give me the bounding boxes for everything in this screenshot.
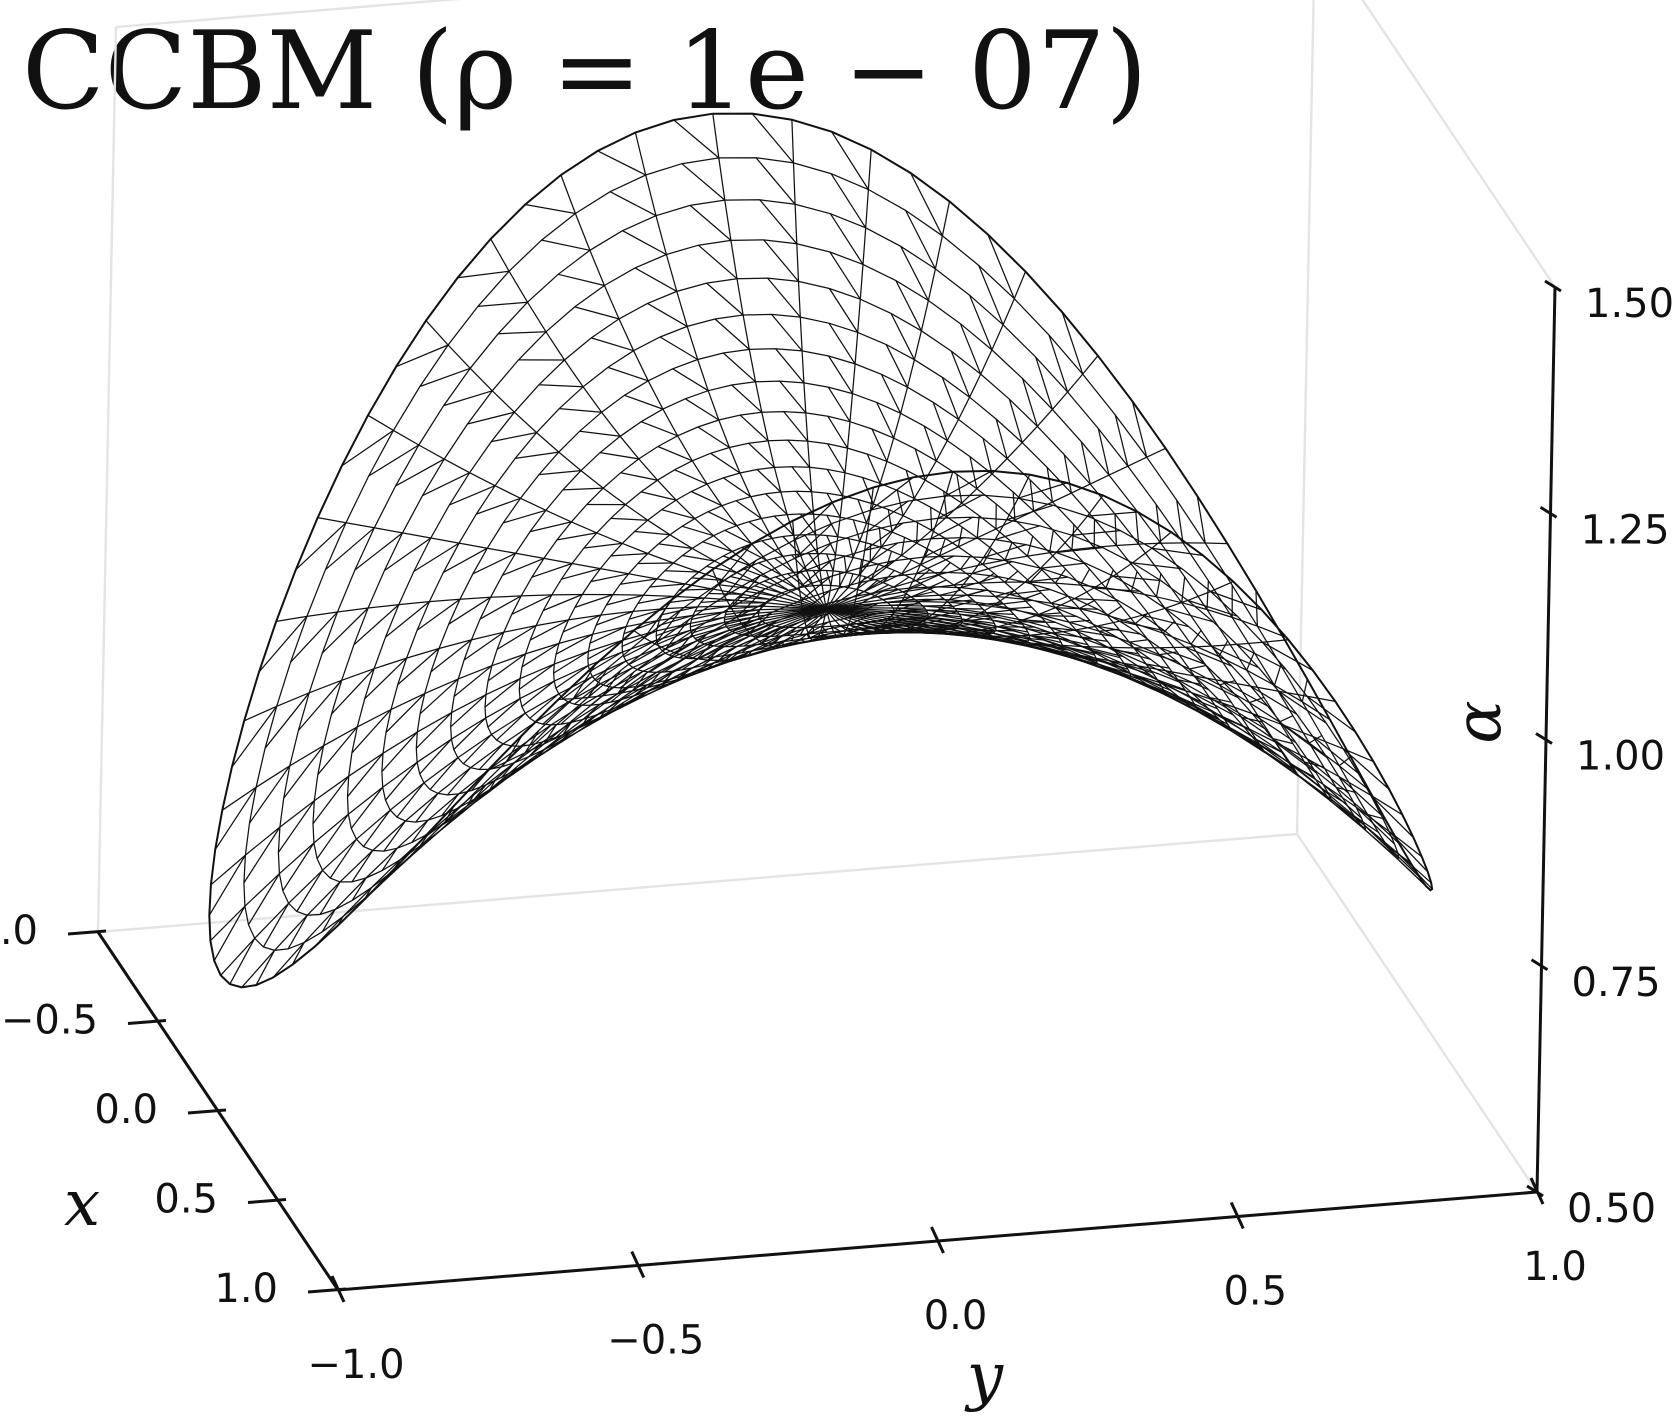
x-tick-label: 1.0 <box>214 1266 278 1312</box>
surface-ring <box>312 239 1334 883</box>
z-axis-label: α <box>1442 700 1516 743</box>
box-edge <box>1296 833 1538 1193</box>
x-tick-mark <box>127 1019 167 1025</box>
surface-diagonals <box>243 157 1400 950</box>
y-axis: −1.0 −0.5 0.0 0.5 1.0 y <box>307 1177 1587 1414</box>
surface-spoke <box>313 608 827 948</box>
surface-diagonals <box>277 199 1366 915</box>
box-edge <box>115 0 462 29</box>
z-tick-mark <box>1535 732 1553 745</box>
surface-wireframe <box>208 112 1434 989</box>
z-tick-mark <box>1526 1184 1544 1198</box>
x-axis-label: x <box>64 1167 100 1241</box>
y-tick-mark <box>330 1275 346 1303</box>
surface-spoke <box>490 238 827 611</box>
surface-diagonals <box>381 313 1266 823</box>
surface-ring <box>587 490 1065 689</box>
z-axis: 0.50 0.75 1.00 1.25 1.50 α <box>1442 279 1674 1232</box>
z-tick-label: 0.50 <box>1567 1186 1656 1232</box>
surface-boundary <box>208 112 1434 989</box>
chart-title: CCBM (ρ = 1e − 07) <box>22 9 1148 134</box>
y-tick-label: −0.5 <box>607 1318 704 1364</box>
surface-spoke <box>425 320 827 611</box>
y-axis-label: y <box>964 1340 1004 1414</box>
box-edge <box>97 832 1298 934</box>
box-edge <box>96 26 118 933</box>
z-tick-mark <box>1544 279 1562 293</box>
y-tick-label: 1.0 <box>1523 1244 1587 1290</box>
z-tick-label: 1.50 <box>1585 281 1674 327</box>
y-tick-mark <box>630 1250 646 1279</box>
surface-ring <box>346 277 1300 852</box>
z-tick-mark <box>1539 505 1558 519</box>
box-edge <box>1295 0 1315 835</box>
x-tick-mark <box>187 1108 227 1115</box>
surface-spoke <box>826 355 1099 611</box>
surface-diagonals <box>208 113 1433 986</box>
x-axis: −1.0 −0.5 0.0 0.5 1.0 x <box>0 908 347 1312</box>
z-tick-label: 1.25 <box>1581 507 1670 553</box>
surface-spoke <box>220 608 827 976</box>
x-tick-label: −1.0 <box>0 908 38 954</box>
y-tick-label: −1.0 <box>307 1342 404 1388</box>
bounding-box <box>96 0 1556 1193</box>
surface-spoke <box>825 201 951 610</box>
y-tick-mark <box>930 1226 945 1254</box>
surface-diagonals <box>312 239 1333 883</box>
y-tick-label: 0.0 <box>924 1293 988 1339</box>
surface-spoke <box>791 119 828 610</box>
z-tick-label: 0.75 <box>1572 960 1661 1006</box>
x-tick-label: −0.5 <box>1 998 98 1044</box>
surface-spoke <box>826 604 1400 844</box>
x-tick-mark <box>67 929 107 936</box>
x-tick-label: 0.0 <box>94 1087 158 1133</box>
x-tick-label: 0.5 <box>154 1177 218 1223</box>
y-tick-label: 0.5 <box>1223 1269 1287 1315</box>
surface-diagonals <box>347 277 1299 852</box>
surface-diagonals <box>415 348 1232 796</box>
x-tick-mark <box>247 1198 287 1204</box>
y-tick-mark <box>1229 1201 1245 1230</box>
surface-diagonals <box>587 490 1064 689</box>
surface-spoke <box>272 608 827 978</box>
surface-spoke <box>826 608 1432 884</box>
z-tick-label: 1.00 <box>1576 734 1665 780</box>
box-edge <box>1361 0 1556 288</box>
surface-diagonals <box>450 380 1199 770</box>
z-tick-mark <box>1530 958 1549 972</box>
